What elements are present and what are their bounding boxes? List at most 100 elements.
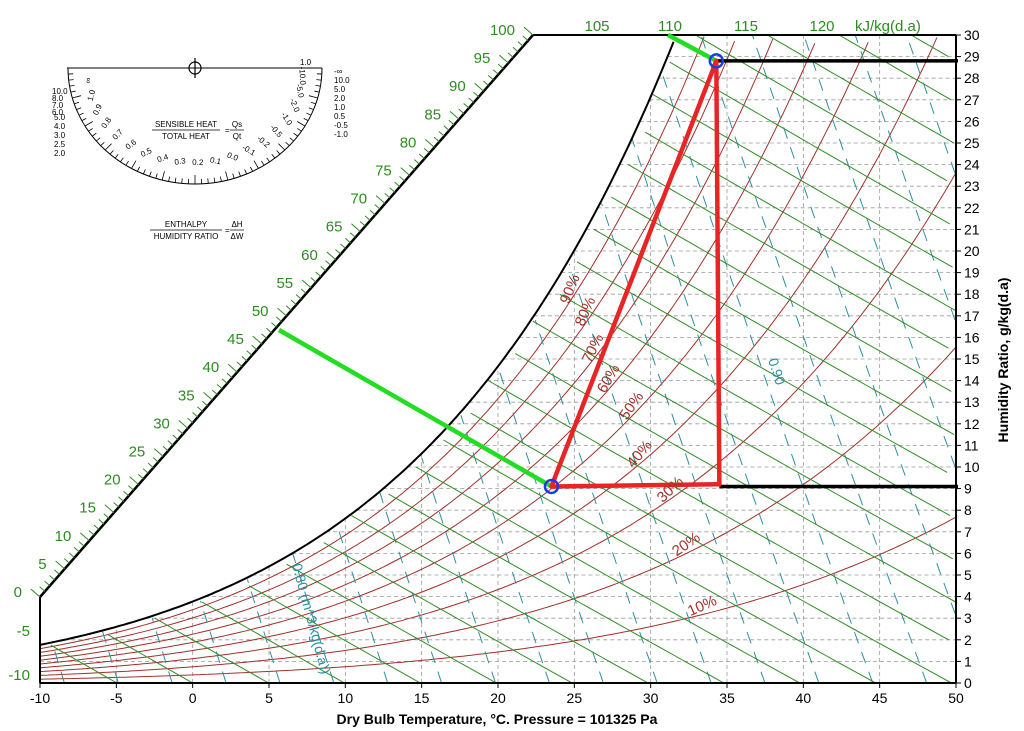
enthalpy-label: 10 bbox=[55, 528, 72, 545]
enthalpy-tick bbox=[285, 305, 292, 311]
protractor-tick bbox=[125, 160, 129, 166]
protractor-outer-label: 5.0 bbox=[54, 113, 66, 122]
enthalpy-label: 25 bbox=[129, 444, 146, 461]
protractor-right-label: -1.0 bbox=[334, 130, 348, 139]
enthalpy-tick bbox=[425, 139, 435, 148]
enthalpy-tick bbox=[241, 355, 248, 362]
protractor-eh-den: HUMIDITY RATIO bbox=[154, 232, 219, 241]
enthalpy-tick bbox=[320, 266, 327, 272]
enthalpy-tick bbox=[359, 221, 366, 227]
protractor-label: -0.5 bbox=[268, 123, 284, 140]
volume-line bbox=[631, 138, 820, 684]
protractor-tick bbox=[266, 157, 270, 163]
enthalpy-label: 80 bbox=[400, 134, 417, 151]
enthalpy-tick bbox=[49, 575, 56, 581]
protractor-tick bbox=[271, 154, 276, 159]
volume-line bbox=[661, 73, 874, 684]
enthalpy-tick bbox=[483, 80, 489, 86]
x-axis-label: Dry Bulb Temperature, °C. Pressure = 101… bbox=[337, 711, 658, 727]
enthalpy-line bbox=[50, 644, 118, 684]
enthalpy-tick bbox=[104, 504, 115, 514]
enthalpy-tick bbox=[277, 307, 287, 317]
enthalpy-tick bbox=[202, 400, 208, 407]
protractor-tick bbox=[244, 169, 248, 175]
volume-label: 0.90 bbox=[765, 356, 789, 387]
protractor-right-label: 5.0 bbox=[334, 85, 346, 94]
volume-line bbox=[854, 34, 956, 321]
protractor-label: 0.3 bbox=[174, 156, 187, 167]
volume-line bbox=[803, 34, 956, 468]
enthalpy-tick bbox=[152, 457, 159, 463]
enthalpy-tick bbox=[227, 363, 238, 373]
protractor-outer-label: 2.5 bbox=[54, 140, 66, 149]
enthalpy-tick bbox=[399, 176, 406, 182]
protractor-tick bbox=[81, 118, 87, 122]
protractor-tick bbox=[76, 107, 82, 110]
enthalpy-marker-line bbox=[666, 33, 718, 63]
enthalpy-tick bbox=[246, 350, 253, 356]
enthalpy-tick bbox=[187, 417, 194, 424]
enthalpy-line bbox=[838, 34, 952, 101]
enthalpy-line bbox=[652, 93, 953, 268]
process-lines bbox=[549, 58, 722, 489]
enthalpy-tick bbox=[226, 372, 233, 379]
enthalpy-tick bbox=[78, 541, 85, 547]
enthalpy-label-top: 110 bbox=[658, 18, 682, 35]
y-tick-label: 3 bbox=[964, 610, 972, 626]
relative-humidity-curves bbox=[39, 36, 957, 680]
y-tick-label: 9 bbox=[964, 481, 972, 497]
enthalpy-unit-label: kJ/kg(d.a) bbox=[855, 18, 921, 35]
protractor-tick bbox=[104, 143, 112, 151]
protractor-right-label: 0.5 bbox=[334, 112, 346, 121]
protractor-tick bbox=[136, 166, 140, 172]
enthalpy-tick bbox=[375, 195, 386, 204]
enthalpy-line bbox=[515, 353, 956, 603]
protractor-tick bbox=[96, 137, 101, 142]
protractor: SENSIBLE HEAT TOTAL HEAT = Qs Qt ENTHALP… bbox=[52, 58, 350, 241]
x-tick-label: 5 bbox=[265, 690, 273, 706]
protractor-tick bbox=[306, 112, 312, 116]
y-tick-label: 29 bbox=[964, 49, 980, 65]
x-tick-label: 30 bbox=[643, 690, 659, 706]
protractor-tick bbox=[142, 169, 146, 175]
enthalpy-tick bbox=[423, 148, 430, 154]
enthalpy-tick bbox=[498, 54, 509, 64]
enthalpy-line bbox=[470, 412, 952, 684]
enthalpy-tick bbox=[400, 167, 411, 176]
enthalpy-tick bbox=[73, 547, 80, 553]
enthalpy-tick bbox=[448, 119, 455, 126]
enthalpy-tick bbox=[275, 316, 282, 322]
protractor-label: 0.1 bbox=[209, 155, 222, 166]
protractor-tick bbox=[88, 128, 93, 132]
y-tick-label: 5 bbox=[964, 567, 972, 583]
protractor-tick bbox=[68, 79, 74, 81]
enthalpy-label: 75 bbox=[375, 163, 392, 180]
protractor-tick bbox=[315, 84, 321, 87]
enthalpy-tick bbox=[167, 440, 174, 446]
enthalpy-tick bbox=[55, 560, 65, 570]
enthalpy-tick bbox=[325, 260, 332, 266]
protractor-eh-dh: ΔH bbox=[231, 220, 242, 229]
enthalpy-tick bbox=[30, 588, 41, 598]
protractor-tick bbox=[297, 128, 302, 132]
y-tick-label: 14 bbox=[964, 373, 980, 389]
volume-line bbox=[534, 319, 658, 684]
enthalpy-line bbox=[627, 164, 949, 349]
enthalpy-label-top: 120 bbox=[809, 18, 834, 35]
enthalpy-line bbox=[388, 493, 725, 684]
protractor-right-label: 2.0 bbox=[334, 94, 346, 103]
enthalpy-line bbox=[107, 633, 193, 684]
enthalpy-tick bbox=[44, 580, 51, 587]
protractor-label: -1.0 bbox=[279, 111, 294, 128]
enthalpy-tick bbox=[522, 35, 529, 41]
enthalpy-tick bbox=[88, 530, 95, 536]
enthalpy-label: 40 bbox=[203, 359, 220, 376]
protractor-tick bbox=[69, 84, 75, 87]
protractor-label: 0.2 bbox=[192, 158, 204, 167]
protractor-tick bbox=[131, 160, 137, 169]
enthalpy-label: 85 bbox=[424, 106, 441, 123]
protractor-outer-label: 6.0 bbox=[52, 108, 64, 117]
x-tick-label: 25 bbox=[567, 690, 583, 706]
x-tick-label: 45 bbox=[872, 690, 888, 706]
protractor-tick bbox=[181, 178, 183, 184]
